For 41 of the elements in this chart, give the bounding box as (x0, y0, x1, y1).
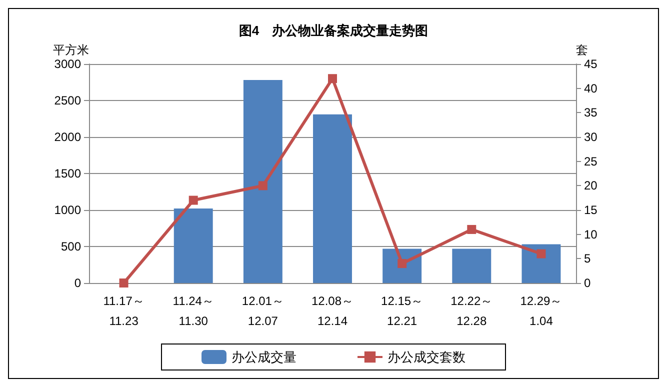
y2-tick-label: 0 (584, 276, 591, 290)
y-tick-label: 1000 (54, 203, 82, 217)
y2-tick-label: 10 (584, 227, 598, 242)
chart-title: 图4 办公物业备案成交量走势图 (238, 23, 428, 38)
point (536, 249, 546, 258)
point (398, 259, 407, 268)
y-tick-label: 500 (60, 240, 82, 254)
bar (243, 80, 282, 283)
y2-tick-label: 30 (584, 130, 598, 144)
y-tick-label: 3000 (54, 57, 82, 71)
bar (522, 244, 561, 283)
x-tick-label: 11.17～ 11.23 (103, 294, 144, 328)
x-tick-label: 12.08～ 12.14 (311, 294, 354, 328)
y2-tick-label: 40 (584, 81, 598, 96)
y2-tick-label: 45 (584, 57, 598, 71)
y2-tick-label: 25 (584, 154, 598, 168)
legend-label: 办公成交套数 (388, 350, 466, 364)
y2-tick-label: 20 (584, 178, 598, 193)
point (258, 181, 268, 190)
x-tick-label: 12.29～ 1.04 (520, 294, 562, 328)
y2-tick-label: 15 (584, 203, 598, 217)
x-tick-label: 12.01～ 12.07 (242, 294, 284, 328)
y-tick-label: 2000 (54, 130, 82, 144)
y-tick-label: 1500 (54, 166, 82, 180)
y-tick-label: 0 (74, 276, 82, 290)
y-tick-label: 2500 (54, 94, 82, 108)
bar (174, 208, 213, 283)
bar (313, 114, 352, 283)
point (119, 278, 128, 288)
y2-axis-title: 套 (576, 43, 588, 57)
bar (452, 248, 492, 283)
y-axis-title: 平方米 (53, 43, 89, 57)
y2-tick-label: 35 (584, 106, 598, 120)
x-tick-label: 12.15～ 12.21 (381, 294, 424, 328)
point (328, 74, 337, 84)
y2-tick-label: 5 (584, 252, 591, 266)
point (467, 224, 476, 234)
legend-label: 办公成交量 (232, 350, 296, 364)
x-tick-label: 12.22～ 12.28 (450, 294, 493, 328)
x-tick-label: 11.24～ 11.30 (172, 294, 214, 328)
point (188, 196, 198, 205)
